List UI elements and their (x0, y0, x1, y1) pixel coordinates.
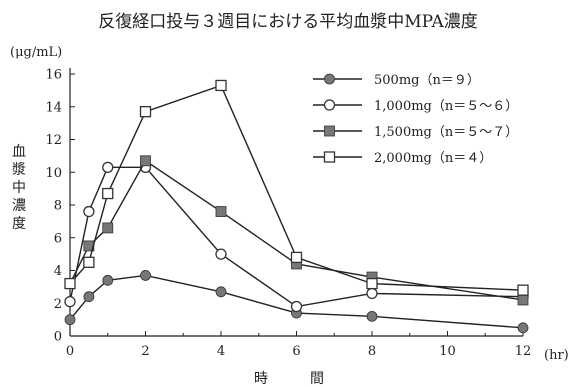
data-point (517, 284, 529, 296)
data-point (366, 287, 378, 300)
series-1 (64, 270, 529, 334)
series-4 (64, 79, 529, 296)
x-tick-label: 0 (66, 344, 74, 359)
series-line (69, 166, 524, 308)
x-unit-label: (hr) (544, 348, 569, 363)
legend-marker (323, 151, 336, 163)
x-tick-label: 10 (439, 344, 456, 359)
x-tick-label: 2 (141, 344, 149, 359)
y-axis-label-char: 中 (12, 180, 26, 196)
legend-entry: 1,500mg（n＝５～７） (313, 125, 518, 140)
legend-entry: 2,000mg（n＝４） (313, 151, 492, 166)
data-point (517, 322, 529, 334)
x-tick-label: 6 (292, 344, 300, 359)
legend-marker (324, 73, 335, 85)
legend-label: 2,000mg（n＝４） (374, 151, 492, 166)
chart-title: 反復経口投与３週目における平均血漿中MPA濃度 (98, 12, 478, 32)
data-point (139, 106, 152, 118)
y-tick-label: 6 (54, 231, 62, 246)
data-point (64, 314, 76, 326)
y-unit-label: (μg/mL) (10, 45, 62, 60)
data-point (83, 256, 95, 268)
x-tick-label: 4 (217, 344, 225, 359)
data-point (140, 270, 151, 281)
data-point (140, 155, 151, 167)
legend-entry: 500mg（n＝９） (313, 73, 480, 88)
series-2 (64, 161, 529, 313)
legend: 500mg（n＝９） 1,000mg（n＝５～６） 1,500mg（n＝５～７） 2,… (313, 73, 518, 166)
data-point (517, 294, 529, 306)
legend-label: 1,500mg（n＝５～７） (374, 125, 518, 140)
series-line (69, 159, 524, 301)
y-axis-label-char: 漿 (12, 162, 26, 178)
y-tick-label: 2 (54, 297, 62, 312)
data-point (83, 291, 95, 303)
data-point (102, 274, 114, 286)
legend-label: 500mg（n＝９） (374, 73, 480, 88)
y-tick-label: 8 (54, 199, 62, 214)
y-tick-label: 12 (45, 133, 62, 148)
data-point (290, 251, 303, 264)
legend-label: 1,000mg（n＝５～６） (374, 99, 518, 114)
series-line (69, 84, 524, 291)
y-tick-label: 14 (45, 100, 62, 115)
data-point (64, 277, 76, 290)
data-point (366, 277, 378, 290)
y-axis-label-char: 血 (12, 144, 26, 160)
data-point (215, 248, 227, 260)
data-point (215, 286, 227, 298)
x-tick-label: 8 (368, 344, 376, 359)
x-axis-label: 時 間 (254, 371, 338, 387)
y-tick-label: 16 (45, 68, 62, 83)
ticks: 0 2 4 6 8 10 12 14 16 0 2 4 6 8 10 12 (45, 68, 531, 360)
legend-marker (323, 99, 336, 111)
y-axis-label-char: 度 (12, 216, 26, 232)
data-point (290, 300, 303, 313)
legend-entry: 1,000mg（n＝５～６） (313, 99, 518, 114)
data-point (102, 187, 114, 200)
data-point (83, 205, 95, 218)
series-layer (64, 79, 529, 334)
y-axis-label-char: 濃 (12, 198, 26, 214)
legend-marker (324, 125, 335, 137)
data-point (366, 310, 378, 322)
data-point (102, 161, 114, 173)
data-point (64, 295, 76, 308)
y-tick-label: 4 (54, 264, 62, 279)
data-point (215, 206, 227, 217)
x-tick-label: 12 (515, 344, 532, 359)
y-tick-label: 10 (45, 166, 62, 181)
series-3 (64, 155, 529, 306)
data-point (215, 79, 227, 92)
data-point (102, 222, 114, 234)
y-tick-label: 0 (54, 330, 62, 345)
